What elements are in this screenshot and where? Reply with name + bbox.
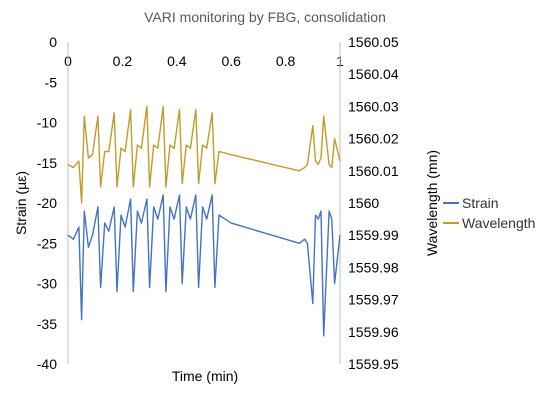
series-line-wavelength [67, 105, 341, 204]
right-y-tick-label: 1559.96 [348, 324, 399, 340]
left-y-tick-label: -40 [37, 356, 57, 372]
right-y-tick-label: 1560.02 [348, 131, 399, 147]
right-y-tick-label: 1559.97 [348, 292, 399, 308]
right-axis-ticks: 1560.05 1560.04 1560.03 1560.02 1560.01 1560 1… [348, 34, 399, 372]
legend-label-wavelength: Wavelength [462, 215, 535, 231]
left-y-tick-label: -5 [45, 74, 58, 90]
left-y-tick-label: -35 [37, 316, 57, 332]
left-y-tick-label: -10 [37, 115, 57, 131]
left-y-tick-label: 0 [49, 34, 57, 50]
x-tick-label: 0.2 [113, 53, 133, 69]
left-y-axis-label: Strain (µε) [13, 171, 29, 235]
left-axis-ticks: 0 -5 -10 -15 -20 -25 -30 -35 -40 [37, 34, 57, 372]
legend: Strain Wavelength [443, 195, 535, 231]
right-y-tick-label: 1560.01 [348, 163, 399, 179]
legend-label-strain: Strain [462, 195, 499, 211]
right-y-axis-label: Wavelength (mn) [424, 150, 440, 256]
right-y-tick-label: 1560.05 [348, 34, 399, 50]
series-line-strain [67, 194, 341, 337]
x-tick-label: 0.6 [221, 53, 241, 69]
right-y-tick-label: 1559.99 [348, 227, 399, 243]
right-y-tick-label: 1560.03 [348, 98, 399, 114]
right-y-tick-label: 1560.04 [348, 66, 399, 82]
right-y-tick-label: 1559.95 [348, 356, 399, 372]
series-layer [67, 105, 341, 337]
x-tick-label: 0.8 [276, 53, 296, 69]
right-y-tick-label: 1559.98 [348, 259, 399, 275]
x-axis-label: Time (min) [172, 368, 238, 384]
left-y-tick-label: -20 [37, 195, 57, 211]
x-tick-label: 0.4 [167, 53, 187, 69]
left-y-tick-label: -30 [37, 276, 57, 292]
left-y-tick-label: -25 [37, 235, 57, 251]
right-y-tick-label: 1560 [348, 195, 379, 211]
left-y-tick-label: -15 [37, 155, 57, 171]
chart-title: VARI monitoring by FBG, consolidation [144, 9, 386, 25]
